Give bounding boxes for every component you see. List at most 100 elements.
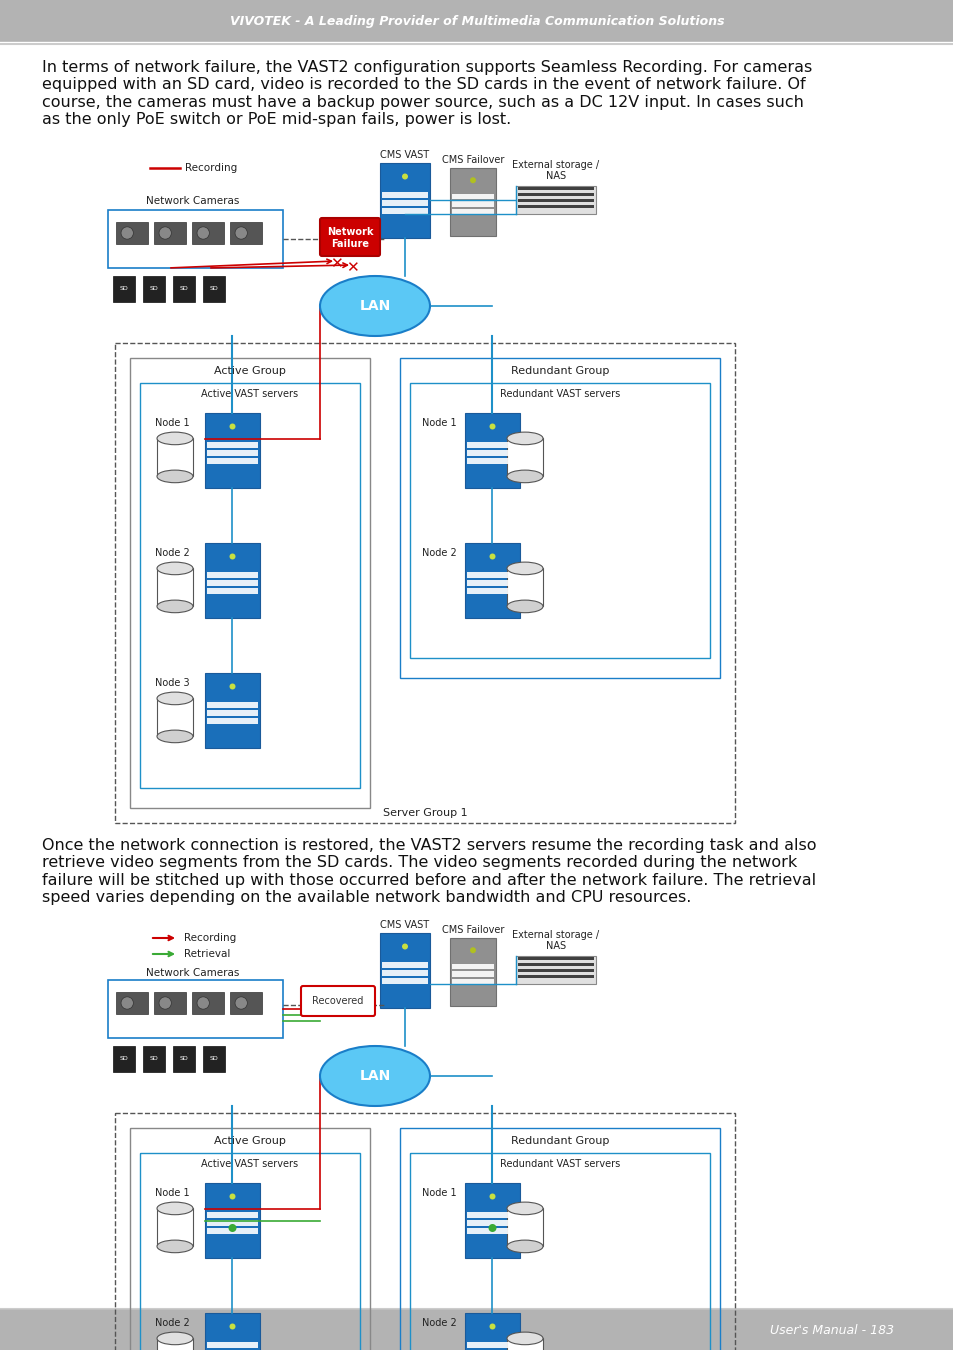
Circle shape bbox=[234, 996, 247, 1010]
Bar bbox=[410, 383, 709, 657]
Circle shape bbox=[401, 944, 408, 949]
Bar bbox=[0, 0, 953, 42]
Circle shape bbox=[489, 554, 495, 559]
Bar bbox=[467, 579, 517, 586]
Text: Node 2: Node 2 bbox=[421, 1318, 456, 1328]
Bar bbox=[205, 413, 260, 487]
Bar bbox=[506, 568, 542, 606]
Bar bbox=[452, 971, 494, 977]
Circle shape bbox=[489, 424, 495, 429]
Circle shape bbox=[470, 177, 476, 184]
Text: Recording: Recording bbox=[185, 163, 237, 173]
Text: Active VAST servers: Active VAST servers bbox=[201, 1160, 298, 1169]
Ellipse shape bbox=[506, 562, 542, 575]
Bar bbox=[379, 933, 430, 1008]
Text: In terms of network failure, the VAST2 configuration supports Seamless Recording: In terms of network failure, the VAST2 c… bbox=[42, 59, 811, 127]
Bar bbox=[464, 413, 519, 487]
Bar bbox=[467, 589, 517, 594]
Ellipse shape bbox=[506, 601, 542, 613]
Bar bbox=[467, 458, 517, 464]
Text: NAS: NAS bbox=[545, 171, 565, 181]
Circle shape bbox=[230, 1193, 235, 1200]
Bar bbox=[207, 589, 257, 594]
Ellipse shape bbox=[506, 432, 542, 444]
Circle shape bbox=[229, 1224, 236, 1233]
Bar bbox=[379, 163, 430, 238]
Text: SD: SD bbox=[210, 1057, 218, 1061]
Bar bbox=[381, 969, 428, 976]
Circle shape bbox=[121, 227, 133, 239]
Bar bbox=[205, 1314, 260, 1350]
Text: Node 2: Node 2 bbox=[154, 1318, 190, 1328]
Circle shape bbox=[470, 948, 476, 953]
Text: SD: SD bbox=[150, 286, 158, 292]
Bar bbox=[207, 1228, 257, 1234]
Bar bbox=[230, 992, 262, 1014]
Text: Redundant VAST servers: Redundant VAST servers bbox=[499, 389, 619, 400]
Text: Recovered: Recovered bbox=[312, 996, 363, 1006]
Circle shape bbox=[197, 227, 209, 239]
Text: Node 1: Node 1 bbox=[154, 418, 190, 428]
Bar bbox=[450, 938, 496, 1006]
Text: Server Group 1: Server Group 1 bbox=[382, 809, 467, 818]
Bar bbox=[140, 383, 359, 788]
Circle shape bbox=[489, 1193, 495, 1200]
Bar bbox=[108, 211, 283, 269]
Circle shape bbox=[159, 227, 172, 239]
Text: Network: Network bbox=[327, 227, 373, 238]
Bar bbox=[207, 579, 257, 586]
Bar bbox=[207, 718, 257, 724]
Bar bbox=[112, 275, 135, 302]
Text: External storage /: External storage / bbox=[512, 930, 598, 940]
Text: Failure: Failure bbox=[331, 239, 369, 248]
Bar bbox=[464, 1183, 519, 1258]
Bar bbox=[399, 358, 720, 678]
Ellipse shape bbox=[157, 470, 193, 483]
Bar bbox=[115, 343, 734, 824]
Bar bbox=[467, 571, 517, 578]
Text: SD: SD bbox=[150, 1057, 158, 1061]
Bar bbox=[207, 441, 257, 447]
Text: NAS: NAS bbox=[545, 941, 565, 950]
Ellipse shape bbox=[319, 1046, 430, 1106]
Bar bbox=[207, 1220, 257, 1226]
Bar bbox=[205, 1183, 260, 1258]
Bar bbox=[172, 275, 194, 302]
Bar bbox=[0, 1310, 953, 1350]
Bar bbox=[192, 221, 224, 244]
Bar bbox=[516, 186, 596, 215]
Text: Node 1: Node 1 bbox=[421, 1188, 456, 1197]
Bar bbox=[410, 1153, 709, 1350]
Text: Node 1: Node 1 bbox=[154, 1188, 190, 1197]
Bar bbox=[205, 543, 260, 618]
Bar bbox=[157, 568, 193, 606]
Circle shape bbox=[230, 1323, 235, 1330]
Ellipse shape bbox=[319, 275, 430, 336]
Bar bbox=[157, 698, 193, 736]
Text: Node 2: Node 2 bbox=[421, 548, 456, 558]
Bar bbox=[207, 571, 257, 578]
FancyBboxPatch shape bbox=[319, 217, 379, 256]
Ellipse shape bbox=[157, 562, 193, 575]
Bar bbox=[467, 450, 517, 456]
Bar bbox=[207, 710, 257, 716]
Circle shape bbox=[401, 174, 408, 180]
Text: Active VAST servers: Active VAST servers bbox=[201, 389, 298, 400]
Bar bbox=[153, 992, 186, 1014]
Text: Network Cameras: Network Cameras bbox=[146, 968, 239, 977]
Bar bbox=[450, 167, 496, 236]
Bar bbox=[452, 194, 494, 200]
Bar bbox=[517, 200, 594, 202]
Text: LAN: LAN bbox=[359, 1069, 390, 1083]
Bar bbox=[381, 977, 428, 984]
Bar bbox=[464, 543, 519, 618]
Text: SD: SD bbox=[179, 286, 188, 292]
Bar bbox=[207, 1211, 257, 1218]
Ellipse shape bbox=[506, 1241, 542, 1253]
Bar bbox=[115, 1112, 734, 1350]
Bar bbox=[157, 1208, 193, 1246]
Bar bbox=[203, 275, 225, 302]
Bar bbox=[381, 192, 428, 197]
Text: SD: SD bbox=[119, 1057, 129, 1061]
Bar bbox=[399, 1129, 720, 1350]
